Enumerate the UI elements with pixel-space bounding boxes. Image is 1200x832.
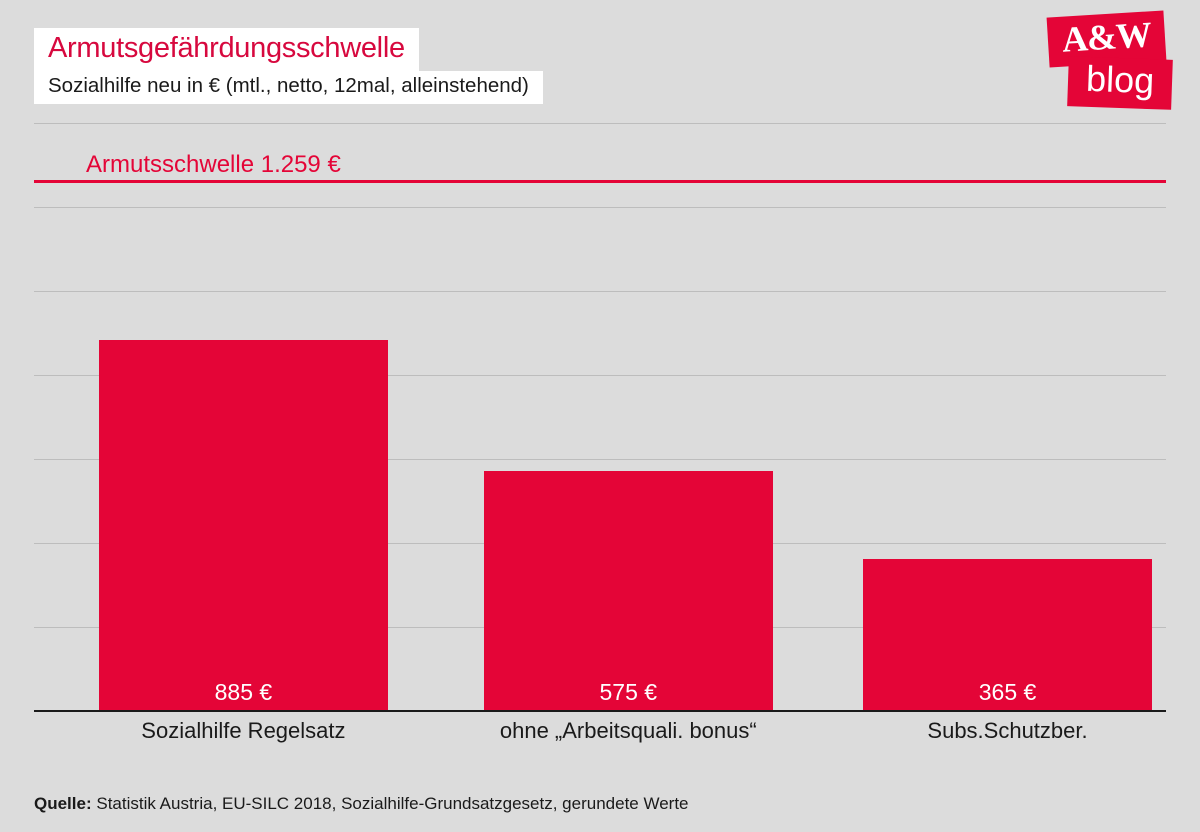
chart-title: Armutsgefährdungsschwelle [48, 32, 405, 65]
logo-line2: blog [1067, 56, 1173, 110]
x-axis-label: Sozialhilfe Regelsatz [141, 718, 345, 744]
poverty-threshold-label: Armutsschwelle 1.259 € [86, 151, 341, 179]
source-text: Statistik Austria, EU-SILC 2018, Sozialh… [96, 794, 688, 813]
x-axis-label: ohne „Arbeitsquali. bonus“ [500, 718, 757, 744]
source-footer: Quelle: Statistik Austria, EU-SILC 2018,… [34, 794, 1166, 814]
chart-subtitle: Sozialhilfe neu in € (mtl., netto, 12mal… [48, 74, 529, 98]
gridline [34, 207, 1166, 208]
bar: 885 € [99, 340, 388, 712]
x-axis-label: Subs.Schutzber. [927, 718, 1087, 744]
poverty-threshold-line [34, 180, 1166, 183]
subtitle-box: Sozialhilfe neu in € (mtl., netto, 12mal… [34, 71, 543, 104]
bar-value-label: 365 € [863, 679, 1152, 706]
plot-area: Armutsschwelle 1.259 € 885 € 575 € 365 € [34, 124, 1166, 712]
chart-header: Armutsgefährdungsschwelle Sozialhilfe ne… [34, 28, 543, 104]
bar-chart: Armutsschwelle 1.259 € 885 € 575 € 365 € So… [34, 124, 1166, 748]
bar-value-label: 885 € [99, 679, 388, 706]
aw-blog-logo: A&W blog [1048, 14, 1172, 108]
gridline [34, 123, 1166, 124]
source-prefix: Quelle: [34, 794, 96, 813]
bar: 575 € [484, 471, 773, 713]
title-box: Armutsgefährdungsschwelle [34, 28, 419, 71]
x-axis-labels: Sozialhilfe Regelsatz ohne „Arbeitsquali.… [34, 712, 1166, 748]
bar: 365 € [863, 559, 1152, 712]
gridline [34, 291, 1166, 292]
bar-value-label: 575 € [484, 679, 773, 706]
